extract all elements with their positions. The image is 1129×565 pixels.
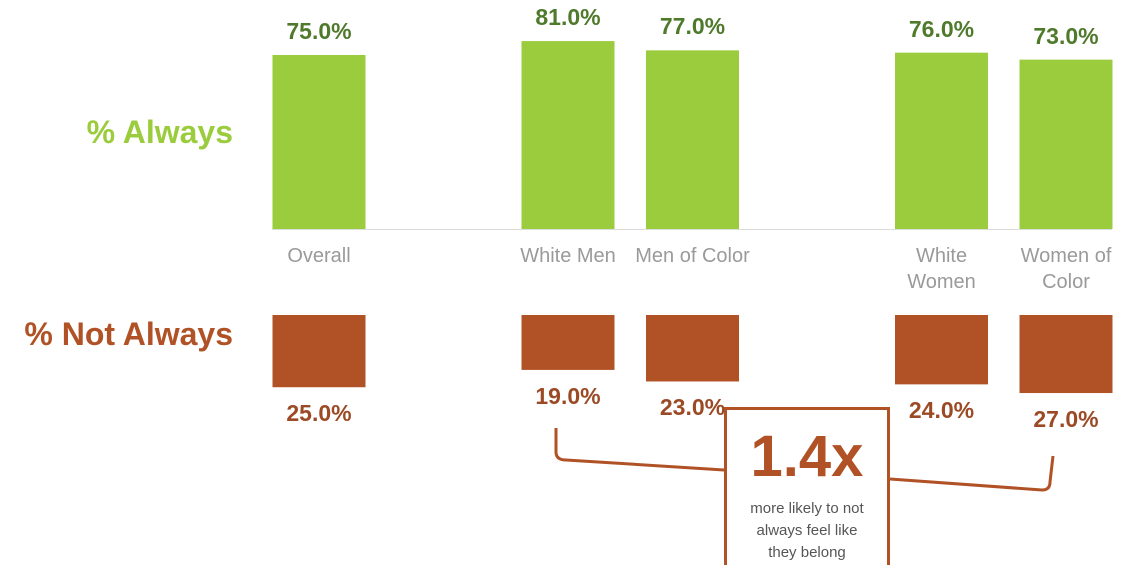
data-label: 24.0%	[908, 397, 975, 424]
x-tick-label: White Men	[520, 245, 616, 267]
data-label: 81.0%	[535, 4, 601, 31]
annotation-headline: 1.4x	[750, 424, 864, 489]
data-label: 77.0%	[659, 13, 726, 40]
data-label: 75.0%	[286, 18, 352, 44]
x-tick-label: Women of Color	[1020, 245, 1112, 293]
data-label: 76.0%	[908, 15, 975, 42]
bracket-left	[554, 428, 725, 472]
data-label: 23.0%	[659, 394, 726, 421]
row-label: % Always	[86, 114, 233, 150]
data-label: 25.0%	[286, 400, 352, 427]
bracket-right	[889, 455, 1055, 492]
data-label: 19.0%	[535, 382, 601, 409]
annotation-box: 1.4x more likely to not always feel like…	[724, 407, 890, 565]
bar	[646, 315, 739, 382]
bar	[521, 315, 615, 370]
x-tick-label: Men of Color	[635, 245, 750, 267]
bar	[895, 315, 988, 385]
data-label: 73.0%	[1033, 22, 1099, 49]
row-label: % Not Always	[24, 316, 233, 352]
bar	[1019, 59, 1113, 229]
annotation-text: more likely to not always feel like they…	[750, 500, 864, 561]
x-tick-label: White Women	[907, 245, 976, 293]
bar	[521, 41, 615, 229]
bar	[272, 55, 366, 229]
bar	[895, 52, 988, 230]
bar	[646, 50, 739, 229]
bar	[1019, 315, 1113, 394]
x-tick-label: Overall	[287, 245, 351, 267]
data-label: 27.0%	[1033, 406, 1099, 433]
bar	[272, 315, 366, 388]
